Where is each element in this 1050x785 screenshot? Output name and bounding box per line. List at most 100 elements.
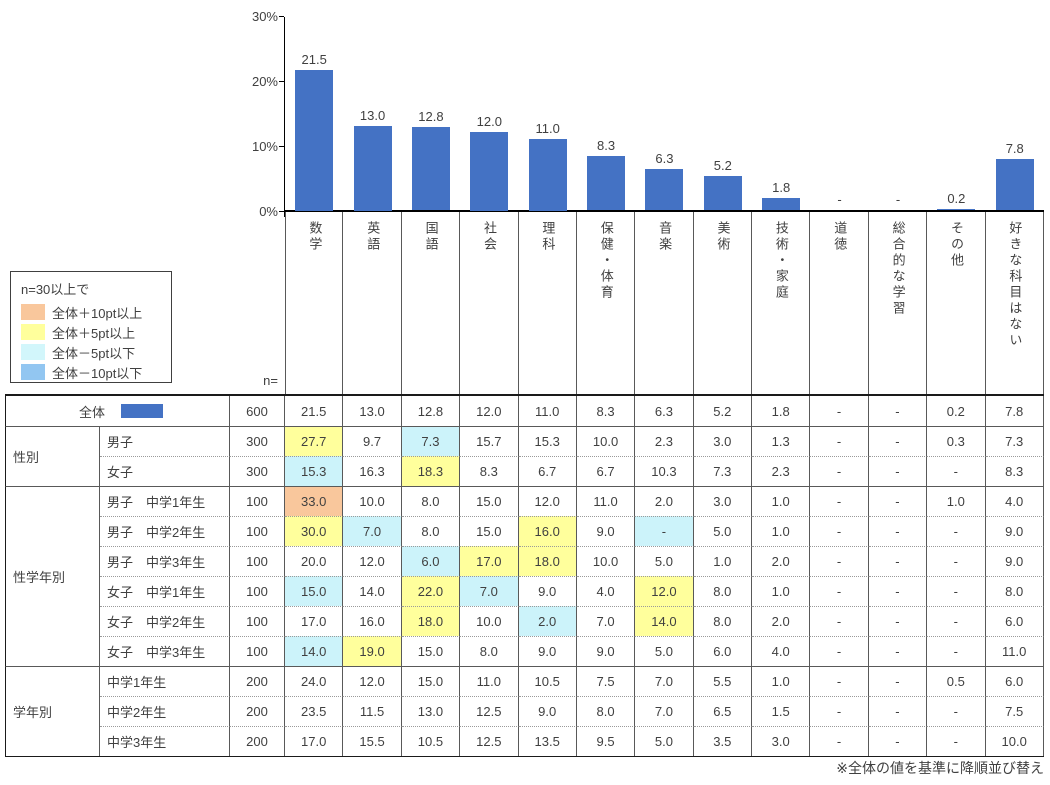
legend-swatch-plus5 <box>21 324 45 340</box>
data-value-cell: 17.0 <box>285 606 344 636</box>
bar-value-label: 12.0 <box>476 114 502 129</box>
bar <box>353 125 392 211</box>
data-value-cell: 3.0 <box>752 726 811 756</box>
y-axis-tick-label: 30% <box>251 9 278 24</box>
data-value-cell: 11.0 <box>460 666 519 696</box>
data-value-cell: 3.5 <box>693 726 752 756</box>
data-value-cell: - <box>927 606 986 636</box>
data-value-cell: 18.0 <box>518 546 577 576</box>
data-value-cell: 15.0 <box>401 666 461 696</box>
data-value-cell: - <box>868 576 928 606</box>
data-value-cell: 12.8 <box>402 396 461 426</box>
data-value-cell: - <box>810 546 869 576</box>
group-label-cell: 性別 <box>5 426 100 486</box>
legend-item-label: 全体－10pt以下 <box>52 365 143 381</box>
bar-value-label: 8.3 <box>597 138 616 154</box>
y-axis-tick-mark <box>279 146 284 147</box>
data-value-cell: - <box>810 636 869 666</box>
bar-value-label: 11.0 <box>535 120 560 136</box>
data-value-cell: 15.0 <box>460 516 519 546</box>
category-label: 保健・体育 <box>598 221 614 301</box>
data-value-cell: 13.5 <box>518 726 577 756</box>
data-value-cell: 1.0 <box>752 576 811 606</box>
data-value-cell: 7.0 <box>460 576 519 606</box>
n-column-header: n= <box>263 373 278 388</box>
n-value-cell: 100 <box>230 606 285 636</box>
data-value-cell: 0.2 <box>927 396 986 426</box>
x-axis-line <box>283 210 1044 212</box>
data-value-cell: 12.0 <box>343 666 402 696</box>
category-label: 好きな科目はない <box>1007 221 1023 349</box>
bar <box>295 70 334 211</box>
data-value-cell: - <box>810 576 869 606</box>
data-value-cell: 13.0 <box>343 396 402 426</box>
bar-value-label: 1.8 <box>772 180 791 196</box>
data-value-cell: 8.3 <box>460 456 519 486</box>
n-value-cell: 200 <box>230 666 285 696</box>
data-value-cell: 18.3 <box>401 456 461 486</box>
bar-value-label: 5.2 <box>713 158 732 174</box>
data-value-cell: 7.0 <box>343 516 402 546</box>
data-value-cell: 2.0 <box>635 486 694 516</box>
footnote: ※全体の値を基準に降順並び替え <box>836 760 1044 776</box>
category-label-cell: 社会 <box>460 212 519 394</box>
data-value-cell: - <box>927 696 986 726</box>
highlight-legend: n=30以上で 全体＋10pt以上 全体＋5pt以上 全体－5pt以下 全体－10pt… <box>10 271 172 383</box>
data-value-cell: - <box>868 666 928 696</box>
data-value-cell: 7.0 <box>635 666 694 696</box>
data-value-cell: - <box>810 516 869 546</box>
subgroup-label-cell: 女子 中学2年生 <box>100 606 230 636</box>
category-label-cell: その他 <box>927 212 986 394</box>
data-value-cell: 8.0 <box>985 576 1044 606</box>
data-value-cell: 15.7 <box>460 426 519 456</box>
data-value-cell: 6.0 <box>693 636 752 666</box>
data-value-cell: 9.0 <box>985 546 1044 576</box>
category-label-cell: 美術 <box>694 212 753 394</box>
data-value-cell: 15.5 <box>343 726 402 756</box>
data-value-cell: 11.0 <box>576 486 636 516</box>
data-value-cell: - <box>868 726 928 756</box>
data-value-cell: 7.8 <box>986 396 1044 426</box>
data-value-cell: - <box>868 606 928 636</box>
y-axis-tick-label: 0% <box>259 204 278 219</box>
data-value-cell: 10.0 <box>985 726 1044 756</box>
data-value-cell: 9.0 <box>518 696 577 726</box>
subgroup-label-cell: 男子 中学1年生 <box>100 486 230 516</box>
data-value-cell: 1.0 <box>752 486 811 516</box>
data-value-cell: 6.7 <box>576 456 636 486</box>
data-value-cell: 12.0 <box>460 396 519 426</box>
category-label: 数学 <box>307 221 323 253</box>
data-value-cell: 9.0 <box>518 636 577 666</box>
bar-value-label: 7.8 <box>1005 141 1024 157</box>
legend-items: 全体＋10pt以上 全体＋5pt以上 全体－5pt以下 全体－10pt以下 <box>21 302 163 382</box>
data-value-cell: 6.0 <box>985 606 1044 636</box>
data-value-cell: 9.0 <box>576 636 636 666</box>
bar-value-label: - <box>895 192 901 207</box>
category-label-cell: 英語 <box>343 212 402 394</box>
bar <box>937 208 976 211</box>
data-value-cell: - <box>810 486 869 516</box>
data-value-cell: 5.0 <box>635 726 694 756</box>
category-label: 音楽 <box>657 221 673 253</box>
subgroup-label-cell: 男子 <box>100 426 230 456</box>
data-value-cell: 1.5 <box>752 696 811 726</box>
data-value-cell: 7.3 <box>985 426 1044 456</box>
data-value-cell: 7.0 <box>576 606 636 636</box>
category-label: 英語 <box>365 221 381 253</box>
data-value-cell: - <box>810 396 869 426</box>
bar <box>645 169 684 211</box>
bar <box>411 126 450 211</box>
data-value-cell: - <box>810 426 869 456</box>
data-value-cell: 8.0 <box>576 696 636 726</box>
legend-item: 全体＋10pt以上 <box>21 302 163 322</box>
data-value-cell: 5.2 <box>694 396 752 426</box>
bar-value-label: 0.2 <box>947 190 966 206</box>
bar <box>703 176 742 211</box>
data-value-cell: 13.0 <box>401 696 461 726</box>
data-value-cell: - <box>868 426 928 456</box>
subgroup-label-cell: 女子 中学1年生 <box>100 576 230 606</box>
data-value-cell: 19.0 <box>343 636 402 666</box>
data-value-cell: 16.0 <box>343 606 402 636</box>
category-label-cell: 好きな科目はない <box>986 212 1044 394</box>
data-value-cell: 7.3 <box>693 456 752 486</box>
